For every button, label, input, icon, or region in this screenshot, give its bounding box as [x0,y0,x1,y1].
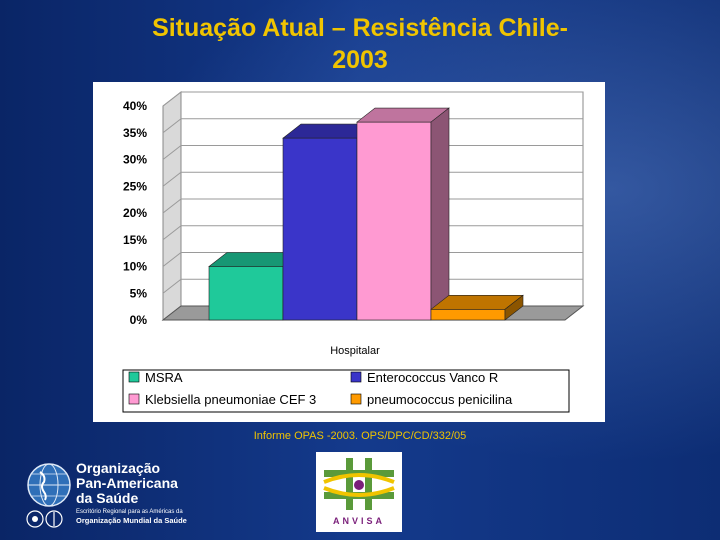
legend-swatch [128,393,140,405]
legend-label: MSRA [145,370,183,385]
bar-4-front [430,309,506,321]
y-tick-label: 25% [123,179,147,193]
y-tick-label: 5% [130,286,148,300]
anvisa-logo: ANVISA [316,452,402,532]
slide-title: Situação Atual – Resistência Chile- 2003 [80,12,640,76]
opas-logo: Organização Pan-Americana da Saúde Escri… [20,458,280,530]
legend-swatch [350,371,362,383]
bar-3-side [430,107,450,321]
anvisa-label: ANVISA [332,516,385,526]
legend-box [122,369,570,413]
org-name: Organização Pan-Americana da Saúde [76,461,178,506]
org-subtitle-2: Organização Mundial da Saúde [76,516,187,525]
y-tick-label: 20% [123,206,147,220]
y-tick-label: 10% [123,260,147,274]
slide-title-line2: 2003 [332,46,388,74]
org-name-line1: Organização [76,460,161,476]
bar-chart: 0% 5% 10% 15% 20% 25% 30% 35% 40% Hospitalar MSRA E… [122,90,585,413]
anvisa-cross-icon [323,458,395,510]
bar-2-front [282,137,358,321]
globe-icon [27,463,71,507]
chart-panel: 0% 5% 10% 15% 20% 25% 30% 35% 40% Hospitalar MSRA E… [93,82,605,422]
legend-label: Enterococcus Vanco R [367,370,498,385]
legend-swatch [350,393,362,405]
bar-4-side [504,294,524,321]
who-emblem-icon [26,510,63,528]
y-tick-label: 40% [123,99,147,113]
gridline [162,91,583,107]
org-subtitle: Escritório Regional para as Américas da [76,509,183,515]
org-name-line3: da Saúde [76,490,139,506]
x-axis-label: Hospitalar [330,345,380,357]
y-tick-label: 30% [123,153,147,167]
legend-label: pneumococcus penicilina [367,392,513,407]
y-tick-label: 35% [123,126,147,140]
y-tick-label: 15% [123,233,147,247]
bar-3-front [356,121,432,321]
source-note: Informe OPAS -2003. OPS/DPC/CD/332/05 [253,430,467,442]
org-name-line2: Pan-Americana [76,475,178,491]
y-tick-label: 0% [130,313,148,327]
bar-1-front [208,266,284,321]
slide-title-line1: Situação Atual – Resistência Chile- [152,14,568,42]
legend-swatch [128,371,140,383]
legend-label: Klebsiella pneumoniae CEF 3 [145,392,316,407]
